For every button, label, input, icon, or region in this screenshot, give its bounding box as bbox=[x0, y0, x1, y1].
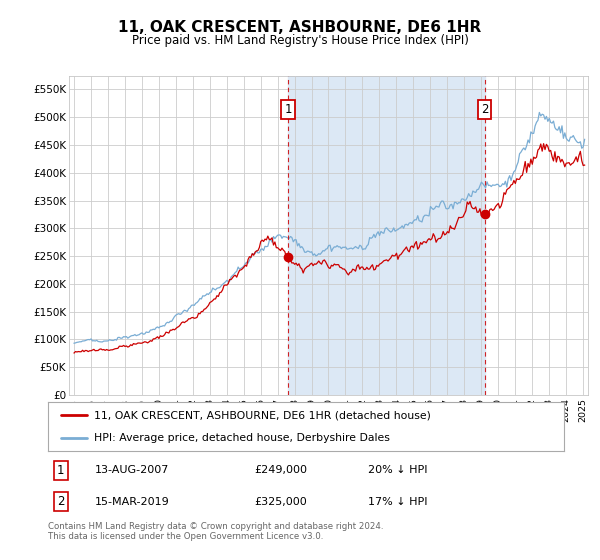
Text: £249,000: £249,000 bbox=[254, 465, 307, 475]
Bar bbox=[288, 76, 485, 395]
Text: £325,000: £325,000 bbox=[254, 497, 307, 507]
Text: 20% ↓ HPI: 20% ↓ HPI bbox=[368, 465, 427, 475]
Text: 11, OAK CRESCENT, ASHBOURNE, DE6 1HR: 11, OAK CRESCENT, ASHBOURNE, DE6 1HR bbox=[118, 20, 482, 35]
Text: 1: 1 bbox=[284, 102, 292, 115]
Text: 11, OAK CRESCENT, ASHBOURNE, DE6 1HR (detached house): 11, OAK CRESCENT, ASHBOURNE, DE6 1HR (de… bbox=[94, 410, 431, 421]
Text: 2: 2 bbox=[57, 495, 65, 508]
Text: 13-AUG-2007: 13-AUG-2007 bbox=[94, 465, 169, 475]
Text: 2: 2 bbox=[481, 102, 488, 115]
Text: Contains HM Land Registry data © Crown copyright and database right 2024.
This d: Contains HM Land Registry data © Crown c… bbox=[48, 522, 383, 542]
Text: Price paid vs. HM Land Registry's House Price Index (HPI): Price paid vs. HM Land Registry's House … bbox=[131, 34, 469, 46]
Text: 17% ↓ HPI: 17% ↓ HPI bbox=[368, 497, 427, 507]
Text: 15-MAR-2019: 15-MAR-2019 bbox=[94, 497, 169, 507]
Text: 1: 1 bbox=[57, 464, 65, 477]
Text: HPI: Average price, detached house, Derbyshire Dales: HPI: Average price, detached house, Derb… bbox=[94, 433, 391, 443]
